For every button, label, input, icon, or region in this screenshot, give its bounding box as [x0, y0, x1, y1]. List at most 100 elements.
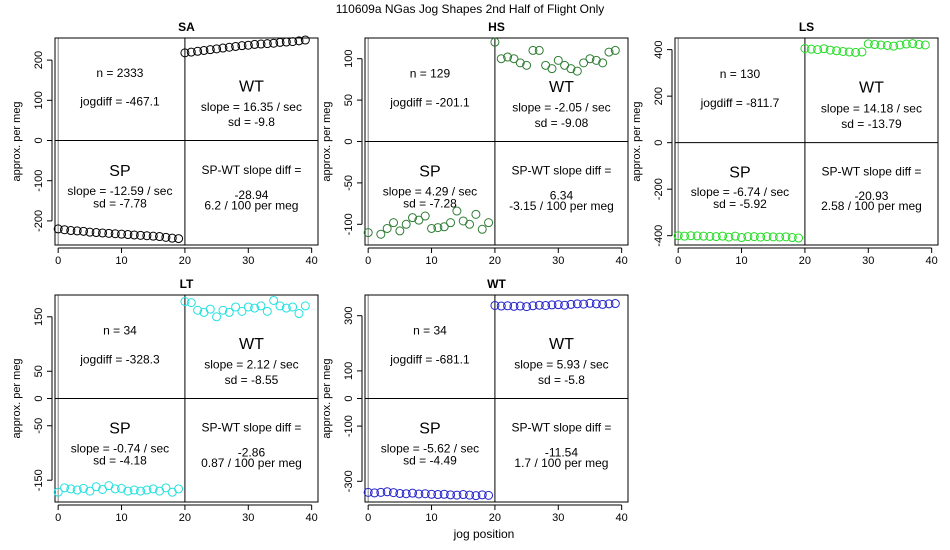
plot-frame [54, 37, 319, 246]
wt-point [237, 306, 247, 316]
wt-point [598, 58, 608, 68]
sp-slope-annotation: slope = -5.62 / sec [381, 441, 479, 455]
sp-point [148, 484, 158, 494]
sp-point [762, 232, 772, 242]
wt-point [566, 64, 576, 74]
slope-diff-per-meg: 0.87 / 100 per meg [201, 456, 302, 470]
wt-point [186, 47, 196, 57]
sp-sd-annotation: sd = -7.78 [93, 196, 147, 210]
sp-point [452, 206, 462, 216]
jogdiff-annotation: jogdiff = -811.7 [700, 96, 780, 110]
x-tick-label: 30 [862, 255, 874, 267]
sp-point [718, 231, 728, 241]
sp-sd-annotation: sd = -4.49 [403, 454, 457, 468]
wt-point [256, 39, 266, 49]
slope-diff-title: SP-WT slope diff = [511, 421, 611, 435]
sp-point [420, 489, 430, 499]
jogdiff-annotation: jogdiff = -201.1 [389, 95, 470, 109]
y-tick-label: 400 [653, 40, 665, 58]
sp-point [458, 490, 468, 500]
sp-point [174, 234, 184, 244]
wt-point [534, 300, 544, 310]
sp-point [142, 231, 152, 241]
panel-title: LS [799, 20, 814, 34]
jogdiff-annotation: jogdiff = -467.1 [79, 95, 160, 109]
y-tick-label: 200 [653, 87, 665, 105]
sp-point [749, 232, 759, 242]
sp-point [363, 228, 373, 238]
sp-point [471, 209, 481, 219]
wt-point [882, 40, 892, 50]
wt-point [844, 47, 854, 57]
x-tick-label: 30 [552, 512, 564, 524]
wt-slope-annotation: slope = 14.18 / sec [821, 101, 922, 115]
n-annotation: n = 34 [413, 323, 447, 337]
wt-point [838, 46, 848, 56]
sp-point [376, 487, 386, 497]
sp-point [98, 228, 108, 238]
wt-point [509, 301, 519, 311]
wt-point [591, 55, 601, 65]
wt-point [572, 299, 582, 309]
y-tick-label: 100 [33, 91, 45, 109]
sp-point [452, 490, 462, 500]
wt-point [857, 47, 867, 57]
sp-region-label: SP [109, 163, 130, 180]
sp-point [395, 226, 405, 236]
y-tick-label: 150 [33, 308, 45, 326]
x-tick-label: 40 [306, 512, 318, 524]
wt-point [294, 309, 304, 319]
wt-point [522, 60, 532, 70]
x-tick-label: 0 [55, 255, 61, 267]
figure-title: 110609a NGas Jog Shapes 2nd Half of Flig… [336, 2, 605, 16]
sp-point [389, 488, 399, 498]
sp-region-label: SP [419, 421, 440, 438]
slope-diff-title: SP-WT slope diff = [201, 421, 301, 435]
sp-point [408, 488, 418, 498]
wt-point [212, 44, 222, 54]
x-tick-label: 10 [115, 255, 127, 267]
sp-point [136, 486, 146, 496]
sp-point [414, 215, 424, 225]
sp-point [692, 231, 702, 241]
wt-point [591, 299, 601, 309]
wt-point [509, 54, 519, 64]
wt-point [547, 64, 557, 74]
jogdiff-annotation: jogdiff = -681.1 [389, 352, 470, 366]
sp-point [174, 484, 184, 494]
sp-region-label: SP [109, 421, 130, 438]
sp-point [705, 231, 715, 241]
wt-point [914, 40, 924, 50]
wt-point [863, 39, 873, 49]
slope-diff-per-meg: 2.58 / 100 per meg [821, 199, 922, 213]
y-tick-label: 0 [343, 395, 355, 401]
slope-diff-title: SP-WT slope diff = [821, 164, 921, 178]
slope-diff-per-meg: -3.15 / 100 per meg [509, 199, 614, 213]
y-tick-label: 100 [343, 362, 355, 380]
sp-point [401, 219, 411, 229]
wt-point [250, 303, 260, 313]
sp-point [161, 483, 171, 493]
wt-sd-annotation: sd = -9.08 [535, 116, 589, 130]
sp-point [477, 490, 487, 500]
wt-point [889, 41, 899, 51]
sp-point [148, 231, 158, 241]
sp-point [370, 488, 380, 498]
sp-point [787, 233, 797, 243]
wt-sd-annotation: sd = -5.8 [538, 373, 585, 387]
plot-frame [54, 294, 319, 503]
x-tick-label: 0 [365, 255, 371, 267]
sp-point [484, 490, 494, 500]
slope-diff-value: -11.54 [545, 445, 578, 459]
sp-point [110, 484, 120, 494]
sp-point [110, 229, 120, 239]
sp-point [433, 490, 443, 500]
x-tick-label: 10 [115, 512, 127, 524]
wt-sd-annotation: sd = -13.79 [841, 117, 902, 131]
slope-diff-title: SP-WT slope diff = [511, 164, 611, 178]
sp-point [724, 232, 734, 242]
sp-point [414, 489, 424, 499]
sp-point [484, 218, 494, 228]
sp-point [376, 229, 386, 239]
x-tick-label: 40 [616, 512, 628, 524]
